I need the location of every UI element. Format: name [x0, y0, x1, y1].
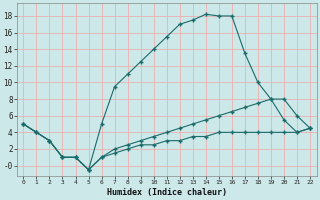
X-axis label: Humidex (Indice chaleur): Humidex (Indice chaleur) [107, 188, 227, 197]
